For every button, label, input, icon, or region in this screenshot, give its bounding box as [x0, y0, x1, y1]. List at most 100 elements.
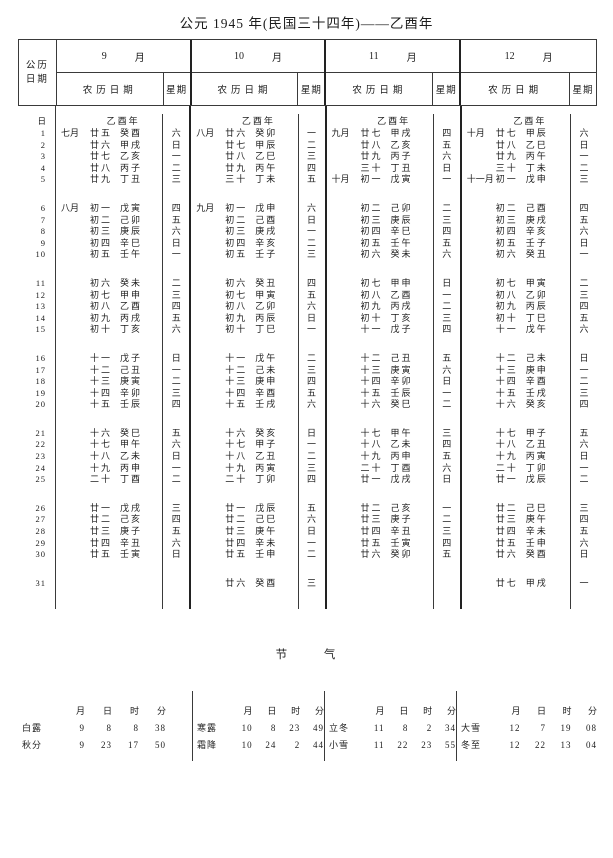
lunar-date-row: 初二 己卯 — [56, 215, 162, 227]
lunar-date-row: 二十 丁酉 — [327, 463, 433, 475]
ganzhi-day: 丙申 — [120, 462, 143, 473]
lunar-month-label — [327, 238, 361, 250]
lunar-day: 初八 — [495, 289, 518, 300]
lunar-month-label — [327, 428, 361, 440]
lunar-month-label — [462, 388, 496, 400]
weekday: 四 — [171, 399, 181, 410]
lunar-date-row: 十七 甲午 — [56, 439, 162, 451]
weekday: 日 — [579, 139, 589, 150]
lunar-date-row: 十九 丙申 — [327, 451, 433, 463]
weekday: 日 — [442, 277, 452, 288]
weekday: 日 — [579, 451, 589, 462]
ganzhi-day: 乙未 — [120, 451, 143, 462]
weekday: 三 — [579, 174, 589, 185]
ganzhi-day: 丁亥 — [120, 324, 143, 335]
ganzhi-day — [391, 578, 427, 590]
solar-term-value: 22 — [397, 740, 409, 750]
lunar-month-label — [56, 365, 90, 377]
solar-term-value: 8 — [270, 723, 277, 733]
lunar-day: 廿二 — [225, 514, 248, 525]
ganzhi-day: 乙巳 — [525, 139, 548, 150]
lunar-month-label — [191, 151, 225, 163]
lunar-date-row: 廿二 己亥 — [327, 503, 433, 515]
lunar-date-row: 廿四 辛丑 — [327, 526, 433, 538]
ganzhi-day: 甲辰 — [525, 128, 548, 138]
weekday: 日 — [306, 427, 316, 438]
solar-term-value: 55 — [445, 740, 456, 750]
lunar-day: 廿五 — [90, 549, 113, 560]
lunar-day: 初四 — [360, 226, 383, 237]
weekday: 二 — [306, 451, 316, 462]
lunar-date-row: 廿八 丙子 — [56, 163, 162, 175]
lunar-day: 廿六 — [225, 128, 248, 138]
lunar-date-row: 初四 辛巳 — [56, 238, 162, 250]
lunar-day: 廿一 — [360, 474, 383, 485]
lunar-day: 廿四 — [495, 526, 518, 537]
lunar-date-row: 十七 甲子 — [462, 428, 570, 440]
lunar-date-row: 十二 己丑 — [56, 365, 162, 377]
lunar-month-label — [56, 140, 90, 152]
weekday: 三 — [442, 214, 452, 225]
weekday: 三 — [306, 249, 316, 260]
ganzhi-day: 甲戌 — [120, 139, 143, 150]
lunar-day: 廿八 — [90, 162, 113, 173]
weekday: 六 — [579, 537, 589, 548]
lunar-day: 十九 — [90, 462, 113, 473]
lunar-date-row: 初三 庚戌 — [462, 215, 570, 227]
weekday: 五 — [442, 451, 452, 462]
lunar-day: 三十 — [225, 174, 248, 185]
lunar-day: 廿九 — [360, 151, 383, 162]
weekday: 五 — [171, 526, 181, 537]
weekday: 一 — [171, 462, 181, 473]
weekday: 五 — [171, 312, 181, 323]
lunar-day: 初十 — [90, 324, 113, 335]
lunar-month-label — [327, 526, 361, 538]
solar-day-number: 4 — [40, 162, 46, 173]
lunar-day: 廿三 — [495, 514, 518, 525]
lunar-month-label — [191, 313, 225, 325]
lunar-day: 初七 — [90, 289, 113, 300]
lunar-date-row: 廿三 庚午 — [462, 514, 570, 526]
ganzhi-day: 丁酉 — [120, 474, 143, 485]
month-header: 12 月 — [461, 40, 596, 73]
lunar-day: 十七 — [360, 427, 383, 438]
lunar-month-label — [462, 578, 496, 590]
ganzhi-day: 乙未 — [390, 439, 413, 450]
ganzhi-day: 壬戌 — [255, 399, 278, 410]
lunar-day: 初六 — [495, 249, 518, 260]
lunar-date-row: 二十 丁卯 — [462, 463, 570, 475]
solar-term-row: 白露 9 8 8 38 — [18, 720, 192, 737]
ganzhi-day: 辛酉 — [525, 376, 548, 387]
weekday: 三 — [306, 151, 316, 162]
weekday: 六 — [442, 151, 452, 162]
ganzhi-day: 己巳 — [255, 514, 278, 525]
lunar-month-label — [56, 526, 90, 538]
lunar-month-label — [462, 514, 496, 526]
lunar-date-row: 廿六 癸酉 — [462, 549, 570, 561]
lunar-month-label — [56, 313, 90, 325]
lunar-date-row: 初三 庚辰 — [56, 226, 162, 238]
lunar-month-label — [327, 301, 361, 313]
lunar-day: 初九 — [495, 301, 518, 312]
lunar-date-row: 廿九 丙子 — [327, 151, 433, 163]
weekday: 一 — [306, 324, 316, 335]
weekday: 三 — [171, 387, 181, 398]
lunar-day: 廿七 — [495, 128, 518, 138]
lunar-day: 初六 — [90, 277, 113, 288]
month-number: 11 — [369, 50, 379, 62]
solar-term-name: 立冬 — [329, 723, 350, 733]
weekday: 六 — [442, 249, 452, 260]
lunar-day: 初一 — [495, 174, 518, 185]
lunar-month-label — [462, 538, 496, 550]
lunar-month-label — [327, 474, 361, 486]
lunar-date-row — [56, 578, 162, 590]
lunar-month-label — [191, 215, 225, 227]
lunar-day: 廿五 — [225, 549, 248, 560]
lunar-date-row: 十三 庚寅 — [327, 365, 433, 377]
solar-day-number: 21 — [35, 427, 46, 438]
solar-term-value: 19 — [560, 723, 572, 733]
lunar-date-row: 初九 丙戌 — [327, 301, 433, 313]
solar-term-value: 9 — [79, 740, 85, 750]
ganzhi-day: 壬辰 — [390, 387, 413, 398]
solar-term-row: 小雪 11 22 23 55 — [325, 737, 456, 754]
